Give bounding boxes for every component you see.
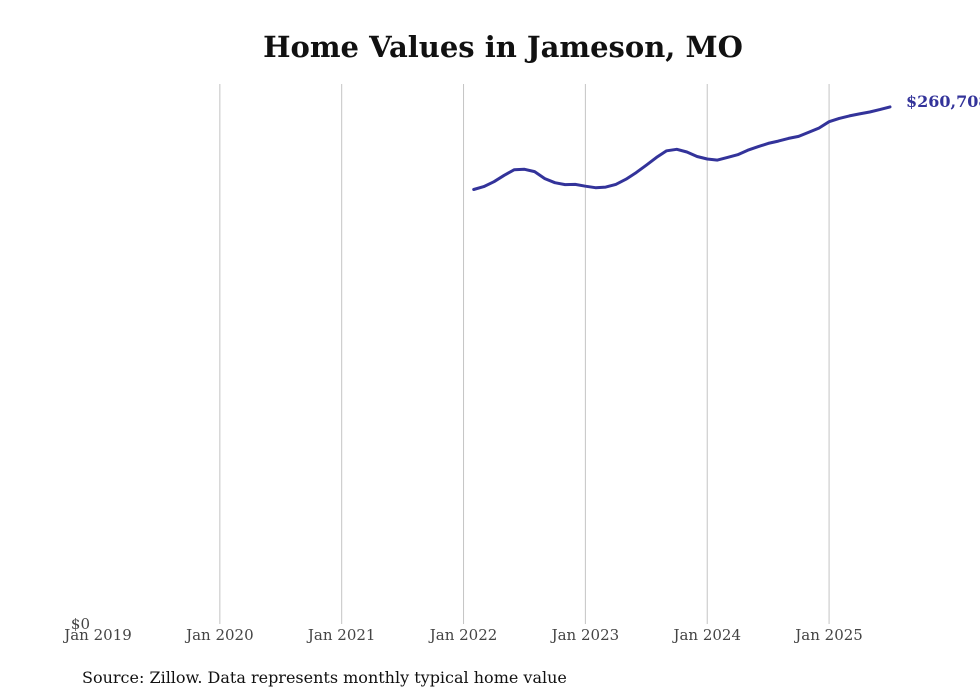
y-tick-label: $0: [71, 615, 90, 633]
series-line: [472, 105, 892, 191]
source-note: Source: Zillow. Data represents monthly …: [82, 668, 567, 687]
end-value-label: $260,708: [906, 92, 980, 111]
series-layer: [472, 105, 892, 191]
x-tick-label: Jan 2024: [671, 626, 741, 644]
x-tick-label: Jan 2019: [62, 626, 132, 644]
x-tick-label: Jan 2023: [550, 626, 620, 644]
x-tick-label: Jan 2021: [306, 626, 376, 644]
x-tick-label: Jan 2022: [428, 626, 498, 644]
x-tick-label: Jan 2025: [793, 626, 863, 644]
chart-title: Home Values in Jameson, MO: [263, 30, 743, 64]
x-tick-label: Jan 2020: [184, 626, 254, 644]
x-axis-ticks: Jan 2019 Jan 2020 Jan 2021 Jan 2022 Jan 2023…: [62, 626, 863, 644]
y-axis-ticks: $0: [71, 615, 90, 633]
gridlines: [219, 84, 830, 624]
